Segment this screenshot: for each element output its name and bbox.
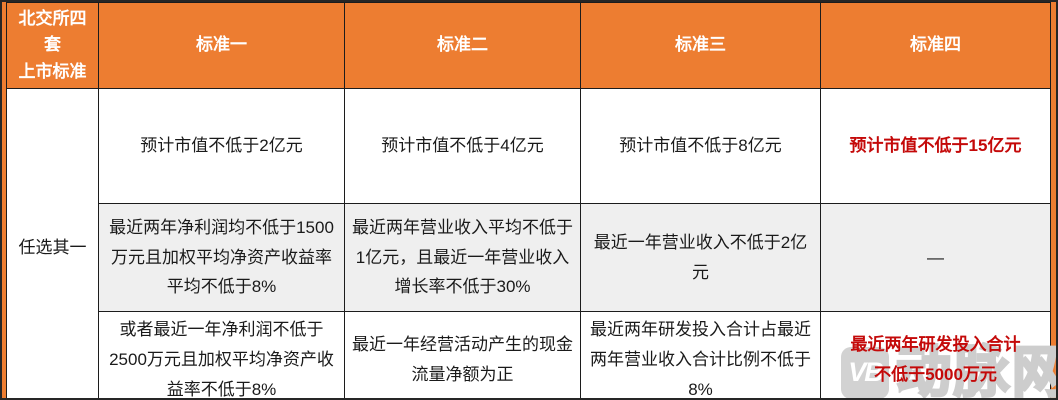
cell-revenue-standard-2: 最近两年营业收入平均不低于1亿元，且最近一年营业收入增长率不低于30% xyxy=(344,203,581,313)
emphasized-text: 最近两年研发投入合计不低于5000万元 xyxy=(850,334,1021,384)
row-profit-revenue: 最近两年净利润均不低于1500万元且加权平均净资产收益率平均不低于8% 最近两年… xyxy=(7,203,1051,313)
cell-rnd-ratio-standard-3: 最近两年研发投入合计占最近两年营业收入合计比例不低于8% xyxy=(580,311,821,398)
emphasized-text: 预计市值不低于15亿元 xyxy=(849,136,1022,156)
cell-profit-standard-1: 最近两年净利润均不低于1500万元且加权平均净资产收益率平均不低于8% xyxy=(98,203,345,313)
row-alt-profit-rnd: 或者最近一年净利润不低于2500万元且加权平均净资产收益率不低于8% 最近一年经… xyxy=(7,311,1051,398)
cell-market-cap-standard-2: 预计市值不低于4亿元 xyxy=(344,88,581,205)
cell-dash-standard-4: — xyxy=(820,203,1051,313)
cell-market-cap-standard-4: 预计市值不低于15亿元 xyxy=(820,88,1051,205)
header-standard-2: 标准二 xyxy=(344,2,581,90)
header-standard-4: 标准四 xyxy=(820,2,1051,90)
listing-standards-table: 北交所四套 上市标准 标准一 标准二 标准三 标准四 任选其一 预计市值不低于2… xyxy=(6,2,1051,398)
cell-revenue-standard-3: 最近一年营业收入不低于2亿元 xyxy=(580,203,821,313)
header-row: 北交所四套 上市标准 标准一 标准二 标准三 标准四 xyxy=(6,2,1051,90)
header-standard-3: 标准三 xyxy=(580,2,821,90)
row-market-cap: 任选其一 预计市值不低于2亿元 预计市值不低于4亿元 预计市值不低于8亿元 预计… xyxy=(6,88,1051,398)
corner-header: 北交所四套 上市标准 xyxy=(6,2,99,90)
cell-cashflow-standard-2: 最近一年经营活动产生的现金流量净额为正 xyxy=(344,311,581,398)
cell-alt-profit-standard-1: 或者最近一年净利润不低于2500万元且加权平均净资产收益率不低于8% xyxy=(98,311,345,398)
cell-rnd-total-standard-4: 最近两年研发投入合计不低于5000万元 xyxy=(820,311,1051,398)
header-standard-1: 标准一 xyxy=(98,2,345,90)
cell-market-cap-standard-3: 预计市值不低于8亿元 xyxy=(580,88,821,205)
row-group-label: 任选其一 xyxy=(6,88,99,398)
cell-market-cap-standard-1: 预计市值不低于2亿元 xyxy=(98,88,345,205)
